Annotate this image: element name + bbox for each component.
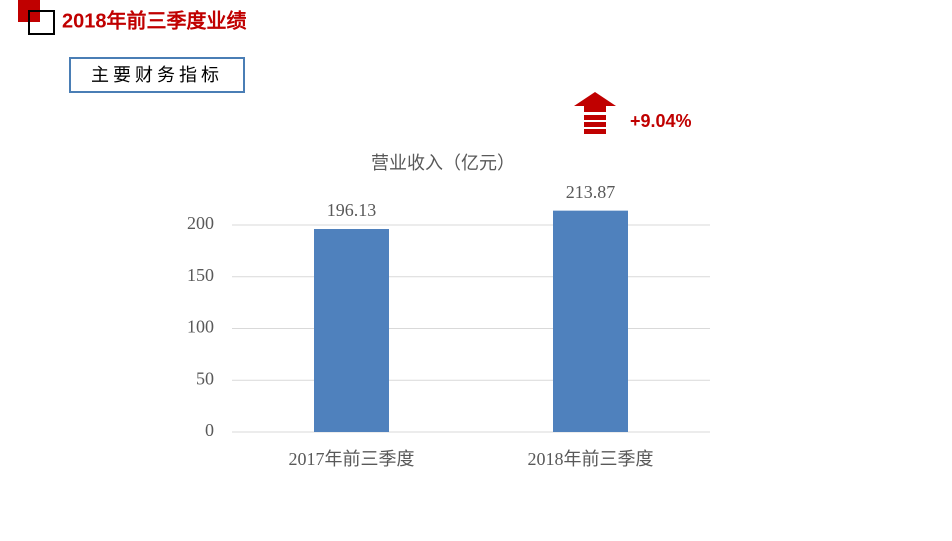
page-title: 2018年前三季度业绩 xyxy=(62,8,247,32)
section-box xyxy=(69,57,245,93)
x-tick-label: 2017年前三季度 xyxy=(289,449,415,469)
value-label: 196.13 xyxy=(327,200,377,220)
up-arrow-icon xyxy=(574,92,616,134)
y-tick-label: 150 xyxy=(187,265,214,285)
y-tick-label: 200 xyxy=(187,213,214,233)
bar xyxy=(553,210,628,432)
section-title: 主要财务指标 xyxy=(91,65,223,85)
y-tick-label: 100 xyxy=(187,317,214,337)
deco-square xyxy=(28,10,55,35)
y-tick-label: 0 xyxy=(205,420,214,440)
bar xyxy=(314,229,389,432)
growth-annotation: +9.04% xyxy=(630,111,692,131)
y-tick-label: 50 xyxy=(196,368,214,388)
chart-title: 营业收入（亿元） xyxy=(371,153,515,173)
value-label: 213.87 xyxy=(566,182,616,202)
x-tick-label: 2018年前三季度 xyxy=(528,449,654,469)
